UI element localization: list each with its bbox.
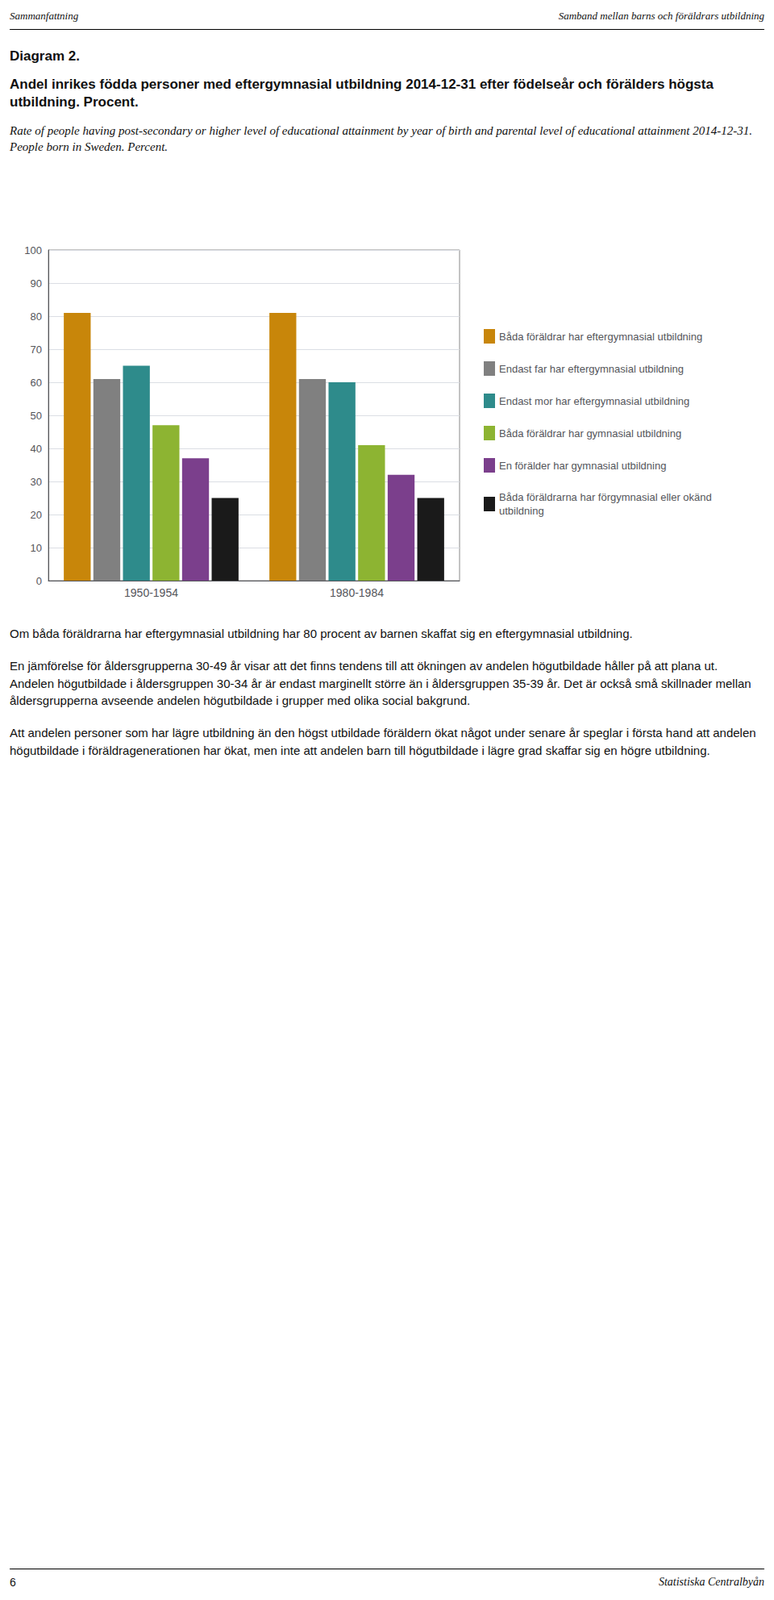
svg-text:Båda föräldrar har gymnasial u: Båda föräldrar har gymnasial utbildning — [499, 427, 682, 440]
html-text:Rate of people having post-sec: Rate of people having post-secondary or … — [9, 124, 753, 154]
svg-text:10: 10 — [30, 541, 42, 554]
svg-text:utbildning: utbildning — [499, 504, 545, 517]
svg-text:60: 60 — [30, 376, 42, 389]
svg-text:100: 100 — [24, 244, 42, 257]
svg-text:Båda föräldrarna har förgymnas: Båda föräldrarna har förgymnasial eller … — [499, 491, 715, 504]
html-text:Andel inrikes födda personer m: Andel inrikes födda personer med eftergy… — [9, 76, 714, 110]
html-text:Sammanfattning: Sammanfattning — [9, 9, 79, 22]
svg-text:30: 30 — [30, 475, 42, 488]
svg-text:Endast far har eftergymnasial: Endast far har eftergymnasial utbildning — [499, 362, 684, 375]
svg-text:40: 40 — [30, 442, 42, 455]
svg-text:0: 0 — [36, 574, 42, 587]
svg-text:Båda föräldrar har eftergymnas: Båda föräldrar har eftergymnasial utbild… — [499, 330, 703, 343]
html-text:Att andelen personer som har l: Att andelen personer som har lägre utbil… — [9, 725, 756, 757]
svg-text:Endast mor har eftergymnasial: Endast mor har eftergymnasial utbildning — [499, 395, 690, 408]
html-text:Diagram 2.: Diagram 2. — [9, 48, 80, 64]
html-text:En jämförelse för åldersgruppe: En jämförelse för åldersgrupperna 30-49 … — [9, 658, 752, 708]
html-text:Statistiska Centralbyån: Statistiska Centralbyån — [658, 1575, 765, 1588]
svg-text:1980-1984: 1980-1984 — [329, 586, 384, 600]
svg-text:90: 90 — [30, 277, 42, 290]
html-text:Samband mellan barns och föräl: Samband mellan barns och föräldrars utbi… — [558, 9, 765, 22]
html-text:Om båda föräldrarna har efterg: Om båda föräldrarna har eftergymnasial u… — [9, 626, 633, 641]
svg-text:50: 50 — [30, 409, 42, 422]
svg-text:70: 70 — [30, 343, 42, 356]
html-text:6: 6 — [9, 1575, 16, 1589]
svg-text:80: 80 — [30, 310, 42, 323]
svg-text:1950-1954: 1950-1954 — [124, 586, 179, 600]
svg-text:En förälder har gymnasial utbi: En förälder har gymnasial utbildning — [499, 459, 666, 472]
svg-text:20: 20 — [30, 508, 42, 521]
